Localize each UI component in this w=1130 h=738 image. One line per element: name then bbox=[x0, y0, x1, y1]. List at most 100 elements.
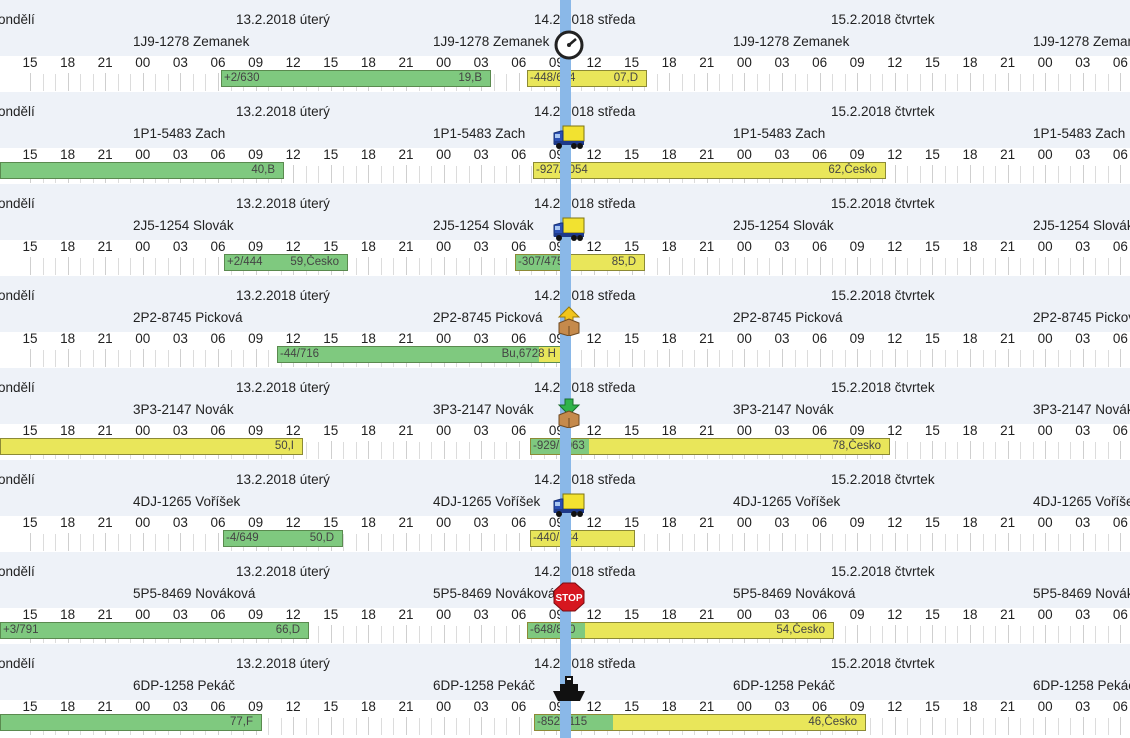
past-trip-bar[interactable]: +3/791 66,D bbox=[0, 622, 309, 639]
past-trip-bar[interactable]: +2/630 19,B bbox=[221, 70, 491, 87]
hour-tick-label: 06 bbox=[1112, 699, 1128, 714]
hour-gridline bbox=[393, 166, 395, 183]
vehicle-plate-driver[interactable]: 5P5-8469 Nováková bbox=[1033, 586, 1130, 601]
vehicle-plate-driver[interactable]: 2P2-8745 Picková bbox=[733, 310, 843, 325]
current-trip-bar[interactable]: -307/475 85,D bbox=[515, 254, 645, 271]
hour-gridline bbox=[1082, 349, 1084, 367]
vehicle-plate-driver[interactable]: 1P1-5483 Zach bbox=[133, 126, 226, 141]
past-trip-bar[interactable]: -44/716 Bu,6728 H bbox=[277, 346, 565, 363]
hour-tick-label: 18 bbox=[360, 147, 376, 162]
hour-gridline bbox=[894, 533, 896, 551]
vehicle-plate-driver[interactable]: 6DP-1258 Pekáč bbox=[733, 678, 836, 693]
hour-gridline bbox=[957, 626, 959, 643]
day-label: 15.2.2018 čtvrtek bbox=[831, 656, 935, 671]
vehicle-plate-driver[interactable]: 5P5-8469 Nováková bbox=[433, 586, 556, 601]
hour-gridline bbox=[932, 533, 934, 551]
hour-tick-label: 18 bbox=[60, 607, 76, 622]
vehicle-plate-driver[interactable]: 3P3-2147 Novák bbox=[133, 402, 234, 417]
vehicle-plate-driver[interactable]: 4DJ-1265 Voříšek bbox=[1033, 494, 1130, 509]
hour-tick-label: 15 bbox=[624, 147, 640, 162]
vehicle-plate-driver[interactable]: 4DJ-1265 Voříšek bbox=[433, 494, 541, 509]
vehicle-plate-driver[interactable]: 1J9-1278 Zemanek bbox=[433, 34, 550, 49]
hour-gridline bbox=[932, 717, 934, 735]
current-trip-bar[interactable]: -852/111546,Česko bbox=[534, 714, 866, 731]
vehicle-plate-driver[interactable]: 6DP-1258 Pekáč bbox=[433, 678, 536, 693]
vehicle-plate-driver[interactable]: 1P1-5483 Zach bbox=[1033, 126, 1126, 141]
hour-tick-label: 21 bbox=[1000, 699, 1016, 714]
vehicle-plate-driver[interactable]: 1P1-5483 Zach bbox=[433, 126, 526, 141]
truck-icon[interactable] bbox=[552, 214, 586, 244]
vehicle-plate-driver[interactable]: 1J9-1278 Zemanek bbox=[133, 34, 250, 49]
hour-gridline bbox=[907, 258, 909, 275]
vehicle-plate-driver[interactable]: 4DJ-1265 Voříšek bbox=[133, 494, 241, 509]
current-trip-bar[interactable]: -440/584 bbox=[530, 530, 635, 547]
current-trip-bar[interactable]: -648/800 54,Česko bbox=[527, 622, 834, 639]
vehicle-plate-driver[interactable]: 1P1-5483 Zach bbox=[733, 126, 826, 141]
hour-gridline bbox=[794, 74, 796, 91]
past-trip-bar[interactable]: 40,B bbox=[0, 162, 284, 179]
vehicle-plate-driver[interactable]: 2P2-8745 Picková bbox=[1033, 310, 1130, 325]
hour-gridline bbox=[280, 718, 282, 735]
hour-gridline bbox=[105, 533, 107, 551]
vehicle-plate-driver[interactable]: 5P5-8469 Nováková bbox=[133, 586, 256, 601]
past-trip-bar[interactable]: 50,I bbox=[0, 438, 303, 455]
hour-tick-label: 03 bbox=[1075, 147, 1091, 162]
hour-tick-label: 03 bbox=[1075, 515, 1091, 530]
hour-gridline bbox=[230, 350, 232, 367]
hour-tick-label: 21 bbox=[1000, 331, 1016, 346]
hour-tick-label: 06 bbox=[1112, 607, 1128, 622]
hour-tick-label: 12 bbox=[285, 515, 301, 530]
vehicle-plate-driver[interactable]: 2J5-1254 Slovák bbox=[433, 218, 534, 233]
past-trip-bar[interactable]: 77,F bbox=[0, 714, 262, 731]
hour-tick-label: 12 bbox=[285, 607, 301, 622]
ship-icon[interactable] bbox=[552, 674, 586, 704]
hour-tick-label: 06 bbox=[812, 699, 828, 714]
vehicle-plate-driver[interactable]: 4DJ-1265 Voříšek bbox=[733, 494, 841, 509]
vehicle-plate-driver[interactable]: 2P2-8745 Picková bbox=[133, 310, 243, 325]
hour-gridline bbox=[919, 442, 921, 459]
hour-gridline bbox=[205, 350, 207, 367]
hour-gridline bbox=[882, 718, 884, 735]
hour-gridline bbox=[731, 534, 733, 551]
hour-gridline bbox=[305, 166, 307, 183]
vehicle-plate-driver[interactable]: 1J9-1278 Zemanek bbox=[1033, 34, 1130, 49]
truck-icon[interactable] bbox=[552, 122, 586, 152]
hour-tick-label: 06 bbox=[210, 331, 226, 346]
hour-tick-label: 21 bbox=[1000, 239, 1016, 254]
hour-tick-label: 18 bbox=[962, 331, 978, 346]
hour-gridline bbox=[1007, 441, 1009, 459]
hour-tick-label: 18 bbox=[962, 423, 978, 438]
vehicle-plate-driver[interactable]: 3P3-2147 Novák bbox=[1033, 402, 1130, 417]
vehicle-plate-driver[interactable]: 6DP-1258 Pekáč bbox=[133, 678, 236, 693]
vehicle-plate-driver[interactable]: 2J5-1254 Slovák bbox=[733, 218, 834, 233]
day-label: 13.2.2018 úterý bbox=[236, 12, 330, 27]
hour-gridline bbox=[55, 534, 57, 551]
hour-tick-label: 21 bbox=[1000, 515, 1016, 530]
package-unload-icon[interactable] bbox=[552, 306, 586, 337]
past-trip-bar[interactable]: -4/649 50,D bbox=[223, 530, 343, 547]
hour-gridline bbox=[694, 534, 696, 551]
past-trip-bar[interactable]: +2/444 59,Česko bbox=[224, 254, 348, 271]
hour-tick-label: 12 bbox=[887, 607, 903, 622]
stop-sign-icon[interactable]: STOP bbox=[552, 582, 586, 612]
vehicle-plate-driver[interactable]: 2P2-8745 Picková bbox=[433, 310, 543, 325]
vehicle-plate-driver[interactable]: 1J9-1278 Zemanek bbox=[733, 34, 850, 49]
vehicle-plate-driver[interactable]: 5P5-8469 Nováková bbox=[733, 586, 856, 601]
vehicle-plate-driver[interactable]: 3P3-2147 Novák bbox=[733, 402, 834, 417]
package-load-icon[interactable] bbox=[552, 398, 586, 429]
hour-gridline bbox=[932, 625, 934, 643]
day-label: 13.2.2018 úterý bbox=[236, 472, 330, 487]
hour-gridline bbox=[907, 718, 909, 735]
vehicle-plate-driver[interactable]: 6DP-1258 Pekáč bbox=[1033, 678, 1130, 693]
vehicle-plate-driver[interactable]: 3P3-2147 Novák bbox=[433, 402, 534, 417]
vehicle-plate-driver[interactable]: 2J5-1254 Slovák bbox=[133, 218, 234, 233]
truck-icon[interactable] bbox=[552, 490, 586, 520]
hour-tick-label: 12 bbox=[586, 423, 602, 438]
vehicle-plate-driver[interactable]: 2J5-1254 Slovák bbox=[1033, 218, 1130, 233]
hour-gridline bbox=[468, 258, 470, 275]
current-trip-bar[interactable]: -929/1063 78,Česko bbox=[530, 438, 890, 455]
current-trip-bar[interactable]: -927/105462,Česko bbox=[533, 162, 886, 179]
current-trip-bar[interactable]: -448/634 07,D bbox=[527, 70, 647, 87]
clock-icon[interactable] bbox=[552, 30, 586, 60]
day-label: 13.2.2018 úterý bbox=[236, 380, 330, 395]
